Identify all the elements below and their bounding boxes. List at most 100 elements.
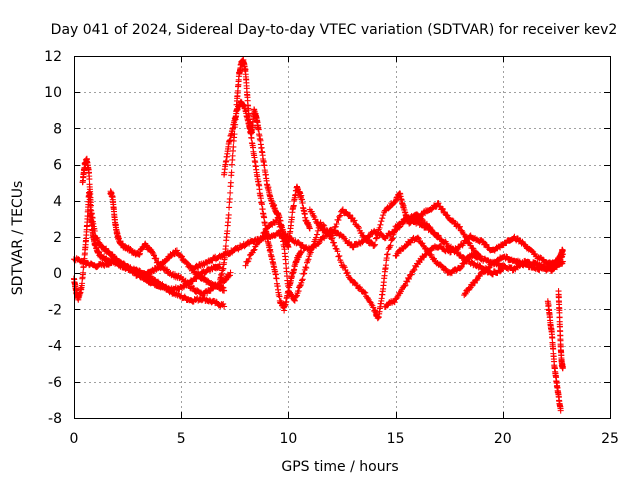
data-point [387,242,394,249]
y-tick-label: -2 [48,302,62,318]
y-axis-label: SDTVAR / TECUs [10,181,26,296]
data-point [313,234,320,241]
data-point [190,285,197,292]
data-point [255,239,262,246]
data-point [314,219,321,226]
data-point [298,249,305,256]
data-point [330,229,337,236]
data-point [338,259,345,266]
data-point [350,244,357,251]
data-point [221,303,228,310]
data-point [226,195,233,202]
data-point [153,255,160,262]
data-point [310,212,317,219]
data-point [332,223,339,230]
y-tick-label: 4 [53,194,62,210]
series-trace-f [221,98,305,314]
data-point [559,251,566,258]
data-point [335,253,342,260]
data-point [389,235,396,242]
x-tick-label: 25 [601,431,619,447]
series-trace-i [306,190,485,262]
data-point [313,231,320,238]
data-point [347,276,354,283]
data-point [242,66,249,73]
data-point [462,290,469,297]
data-point [372,235,379,242]
data-point [559,258,566,265]
series-trace-l [461,251,566,299]
data-point [371,242,378,249]
y-tick-label: -6 [48,375,62,391]
data-point [485,265,492,272]
data-point [227,179,234,186]
data-point [347,212,354,219]
data-point [222,243,229,250]
y-tick-label: 12 [44,49,62,65]
series-trace-h [242,214,442,322]
data-point [302,264,309,271]
data-point [299,241,306,248]
y-tick-labels: -8 -6 -4 -2 0 2 4 6 8 10 12 [44,49,62,427]
data-point [456,223,463,230]
data-point [228,169,235,176]
axis-ticks [74,56,611,419]
data-point [224,228,231,235]
data-point [178,254,185,261]
data-point [393,295,400,302]
data-point [310,242,317,249]
data-point [557,407,564,414]
data-point [384,251,391,258]
series-trace-d [107,188,234,299]
y-tick-label: 10 [44,85,62,101]
data-point [470,245,477,252]
data-point [181,293,188,300]
data-point [299,276,306,283]
data-point [329,232,336,239]
data-point [424,246,431,253]
data-point [330,239,337,246]
data-point [380,212,387,219]
y-tick-label: -8 [48,411,62,427]
data-point [330,227,337,234]
data-point [529,248,536,255]
data-point [504,253,511,260]
data-point [285,283,292,290]
x-tick-label: 15 [387,431,405,447]
data-point [423,223,430,230]
data-point [463,258,470,265]
y-tick-label: 8 [53,121,62,137]
data-point [335,217,342,224]
data-point [449,217,456,224]
data-point [143,272,150,279]
data-point [407,239,414,246]
data-point [336,213,343,220]
data-point [339,206,346,213]
data-point [386,204,393,211]
data-point [250,247,257,254]
data-point [251,246,258,253]
data-point [406,275,412,282]
data-point [443,240,450,247]
data-point [306,225,313,232]
data-point [391,299,398,306]
data-point [178,253,185,260]
data-point [389,236,396,243]
data-point [298,277,305,284]
x-tick-labels: 0 5 10 15 20 25 [70,431,619,447]
chart-title: Day 041 of 2024, Sidereal Day-to-day VTE… [51,22,618,38]
series-trace-n [555,288,566,372]
data-point [324,230,331,237]
data-point [434,234,441,241]
y-tick-label: 6 [53,158,62,174]
data-point [435,200,442,207]
data-point [368,239,375,246]
x-tick-label: 0 [70,431,79,447]
data-point [559,363,566,370]
data-point [358,229,365,236]
data-point [262,229,269,236]
data-point [391,229,398,236]
data-point [221,287,228,294]
data-point [355,224,362,231]
